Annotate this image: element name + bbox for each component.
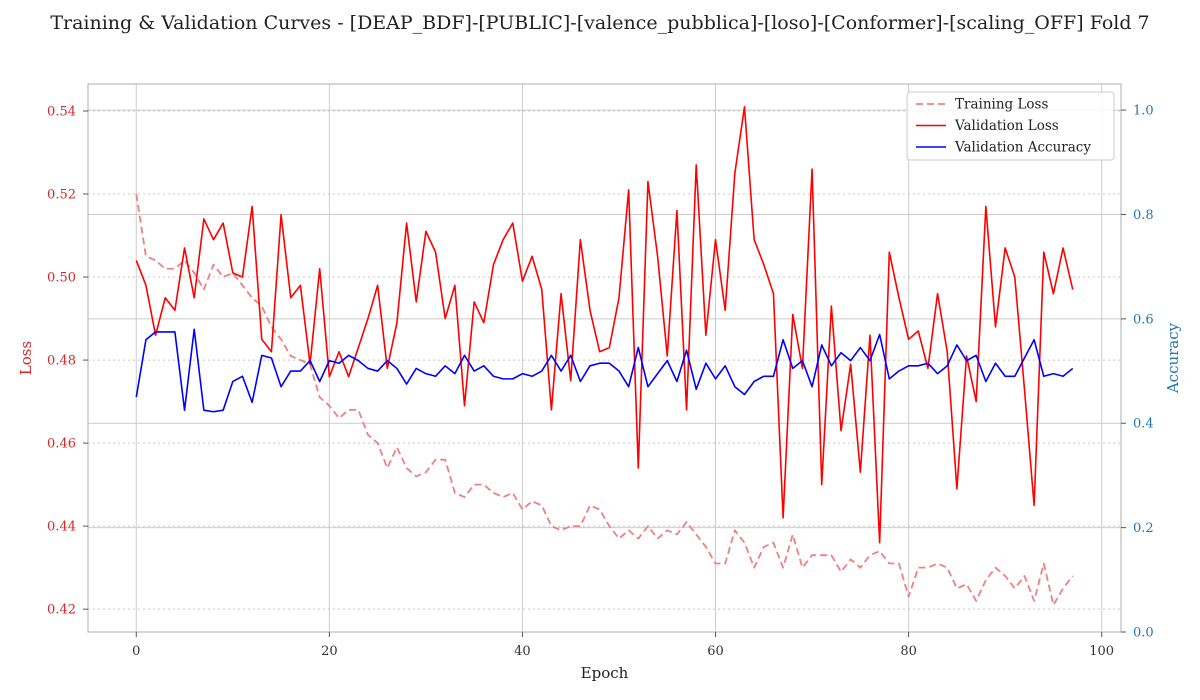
y-right-tick-label: 0.6 [1133, 312, 1154, 327]
axes-layer: 0 20 40 60 80 100 0.42 0.44 0.46 0.48 0.50 0.52 0.54… [17, 83, 1182, 682]
y-left-tick-label: 0.48 [47, 354, 76, 369]
legend-label: Training Loss [955, 97, 1048, 113]
y-right-tick-label: 0.8 [1133, 208, 1154, 223]
x-tick-label: 100 [1089, 644, 1114, 659]
y-left-tick-label: 0.44 [47, 520, 76, 535]
y-left-axis-title: Loss [17, 341, 35, 375]
y-left-tick-label: 0.42 [47, 603, 76, 618]
series-line-validation-loss [135, 106, 1074, 544]
series-layer [135, 106, 1074, 606]
x-tick-label: 20 [321, 644, 338, 659]
y-left-tick-label: 0.54 [47, 104, 76, 119]
x-tick-label: 40 [514, 644, 531, 659]
series-line-validation-accuracy [135, 328, 1074, 413]
x-axis-title: Epoch [581, 664, 629, 682]
y-left-tick-label: 0.52 [47, 188, 76, 203]
legend-label: Validation Accuracy [954, 140, 1091, 156]
y-left-tick-label: 0.50 [47, 271, 76, 286]
chart-title: Training & Validation Curves - [DEAP_BDF… [50, 12, 1150, 34]
y-right-tick-label: 0.0 [1133, 626, 1154, 641]
y-right-axis-title: Accuracy [1164, 322, 1182, 394]
x-tick-label: 0 [132, 644, 140, 659]
x-tick-label: 80 [900, 644, 917, 659]
legend: Training Loss Validation Loss Validation A… [906, 91, 1115, 161]
y-left-tick-label: 0.46 [47, 437, 76, 452]
legend-label: Validation Loss [954, 118, 1059, 134]
plot-frame [87, 83, 1122, 633]
y-right-tick-label: 0.2 [1133, 521, 1154, 536]
x-tick-label: 60 [707, 644, 724, 659]
legend-box [906, 91, 1115, 161]
y-right-tick-label: 0.4 [1133, 417, 1154, 432]
y-right-tick-label: 1.0 [1133, 104, 1154, 119]
series-line-training-loss [135, 193, 1074, 606]
